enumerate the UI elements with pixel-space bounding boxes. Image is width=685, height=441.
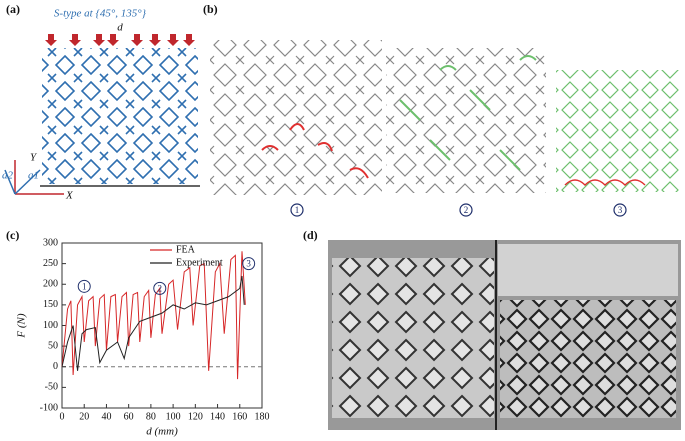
y-tick-label: 200 — [43, 279, 58, 290]
y-tick-label: 150 — [43, 299, 58, 310]
annotation-label: 2 — [158, 283, 163, 293]
x-tick-label: 80 — [146, 411, 156, 422]
buckled-cells — [564, 179, 646, 187]
lattice — [210, 40, 382, 195]
lattice — [386, 48, 546, 193]
photo-lattice — [332, 258, 494, 418]
y-tick-label: 0 — [53, 361, 58, 372]
x-tick-label: 120 — [188, 411, 203, 422]
x-axis-label: d (mm) — [146, 426, 178, 438]
legend-label: Experiment — [176, 257, 223, 268]
axis-label: a1 — [28, 170, 39, 182]
lattice — [556, 70, 681, 192]
y-tick-label: 250 — [43, 258, 58, 269]
x-tick-label: 140 — [210, 411, 225, 422]
panel-title: S-type at {45°, 135°} — [54, 8, 147, 20]
lattice-axes — [4, 169, 41, 195]
axes-arrows — [14, 160, 64, 195]
panel-label: (c) — [6, 228, 19, 242]
annotation-label: 1 — [82, 281, 87, 291]
y-tick-label: -100 — [40, 402, 58, 413]
photo-background — [498, 244, 678, 296]
panel-label: (a) — [6, 2, 20, 16]
panel-label: (b) — [203, 2, 218, 16]
axis-label: Y — [30, 152, 38, 164]
series-line — [61, 275, 245, 371]
y-tick-label: 100 — [43, 320, 58, 331]
x-tick-label: 100 — [166, 411, 181, 422]
chart: (c) — [6, 228, 19, 242]
annotation-circle — [242, 257, 256, 271]
axis-label: X — [65, 190, 74, 202]
x-tick-label: 60 — [124, 411, 134, 422]
y-axis-label: F (N) — [16, 313, 28, 338]
y-tick-label: 300 — [43, 237, 58, 248]
annotation-circle — [153, 281, 167, 295]
lattice — [42, 48, 198, 184]
y-tick-label: 50 — [48, 340, 58, 351]
buckled-cells — [261, 123, 369, 179]
stage-label: 2 — [464, 205, 469, 215]
collapsed-cells — [399, 55, 537, 171]
axis-label: a2 — [2, 170, 14, 182]
load-arrows — [45, 34, 195, 46]
stage-label: 1 — [295, 205, 300, 215]
x-tick-label: 160 — [232, 411, 247, 422]
x-tick-label: 20 — [79, 411, 89, 422]
y-tick-label: -50 — [45, 382, 58, 393]
stage-circles — [290, 203, 627, 217]
x-tick-label: 40 — [101, 411, 111, 422]
legend-label: FEA — [176, 244, 196, 255]
annotation-label: 3 — [246, 259, 251, 269]
photo-lattice — [500, 300, 676, 418]
panel-label: (d) — [303, 228, 318, 242]
x-tick-label: 180 — [255, 411, 270, 422]
x-tick-label: 0 — [60, 411, 65, 422]
load-label: d — [117, 22, 123, 34]
annotation-circle — [77, 279, 91, 293]
series-line — [61, 251, 246, 380]
stage-label: 3 — [618, 205, 623, 215]
